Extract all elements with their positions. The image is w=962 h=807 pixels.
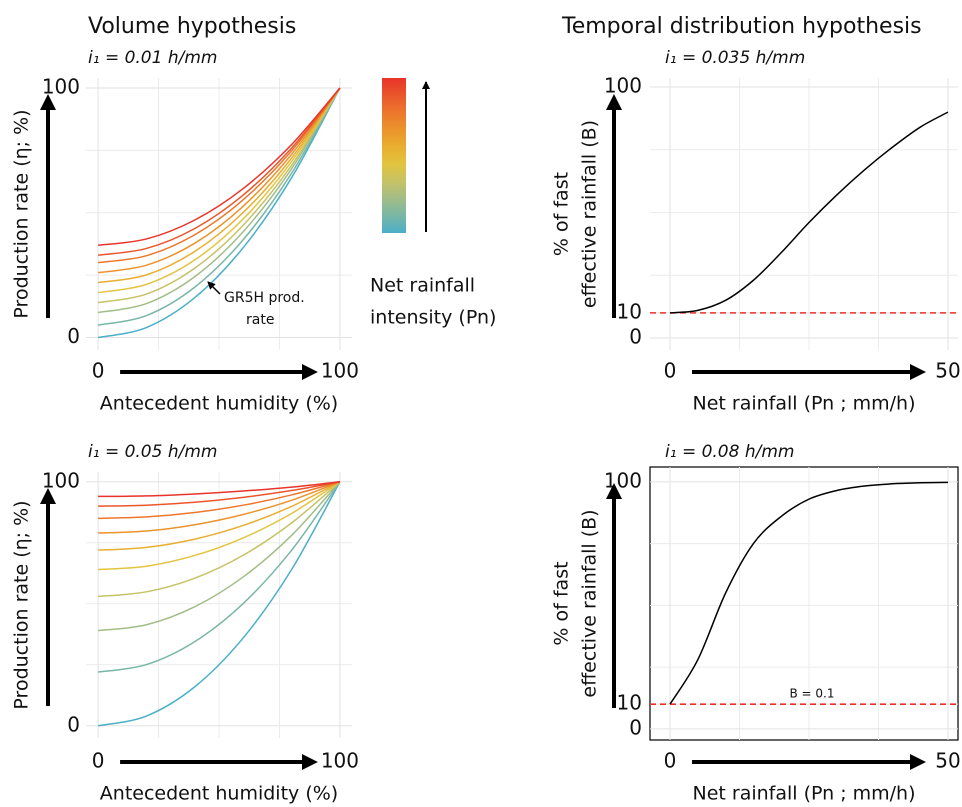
y-tick-label: 100 — [604, 468, 642, 492]
data-line — [97, 87, 341, 294]
y-axis-label: Production rate (η; %) — [11, 500, 33, 709]
y-axis-label: Production rate (η; %) — [11, 109, 33, 318]
y-tick-label: 100 — [42, 468, 80, 492]
x-tick-label: 0 — [92, 749, 105, 773]
panel-subtitle: i₁ = 0.01 h/mm — [88, 48, 217, 68]
y-tick-label: 0 — [629, 715, 642, 739]
colorbar — [382, 78, 406, 233]
x-axis-label: Antecedent humidity (%) — [100, 393, 338, 415]
data-line — [98, 481, 341, 507]
annotation: rate — [246, 312, 274, 328]
y-tick-label: 0 — [67, 324, 80, 348]
y-axis-label: effective rainfall (B) — [579, 509, 601, 697]
legend-title: Net rainfall — [370, 275, 475, 297]
data-line — [669, 111, 949, 314]
x-tick-label: 50 — [935, 749, 960, 773]
plot-area — [649, 466, 959, 741]
x-tick-label: 0 — [92, 359, 105, 383]
data-line — [97, 87, 341, 326]
data-line — [97, 87, 341, 284]
plot-area — [650, 78, 958, 350]
data-line — [97, 87, 341, 314]
panel-subtitle: i₁ = 0.035 h/mm — [665, 48, 805, 68]
annotation: B = 0.1 — [790, 687, 835, 701]
y-tick-label: 10 — [617, 299, 642, 323]
panel: 0 100 0 100 Volume hypothesis i₁ = 0.01 h/mm P… — [11, 14, 497, 415]
x-axis-label: Net rainfall (Pn ; mm/h) — [692, 393, 915, 415]
data-line — [97, 87, 341, 339]
annotation-arrow — [207, 281, 221, 295]
panel-subtitle: i₁ = 0.05 h/mm — [88, 442, 217, 462]
data-line — [98, 481, 341, 632]
x-tick-label: 50 — [935, 359, 960, 383]
data-line — [97, 87, 341, 264]
x-tick-label: 100 — [321, 359, 359, 383]
legend-title: intensity (Pn) — [370, 307, 496, 329]
data-line — [669, 481, 949, 705]
data-line — [98, 481, 341, 598]
data-line — [97, 87, 341, 256]
y-tick-label: 100 — [42, 74, 80, 98]
y-axis-label: % of fast — [551, 172, 573, 256]
x-axis-label: Antecedent humidity (%) — [100, 783, 338, 805]
x-tick-label: 0 — [664, 359, 677, 383]
data-line — [98, 481, 340, 498]
data-line — [97, 481, 341, 727]
panel-title: Volume hypothesis — [88, 14, 296, 39]
y-tick-label: 0 — [629, 324, 642, 348]
data-line — [97, 481, 341, 673]
annotation: GR5H prod. — [224, 290, 305, 306]
y-axis-label: % of fast — [551, 561, 573, 645]
data-line — [97, 87, 341, 274]
panel-title: Temporal distribution hypothesis — [561, 14, 922, 39]
data-line — [97, 87, 341, 304]
data-line — [97, 87, 341, 246]
x-tick-label: 0 — [664, 749, 677, 773]
data-line — [98, 481, 341, 520]
y-tick-label: 100 — [604, 74, 642, 98]
data-line — [98, 481, 341, 534]
data-line — [98, 481, 341, 551]
y-tick-label: 0 — [67, 712, 80, 736]
y-tick-label: 10 — [617, 691, 642, 715]
y-axis-label: effective rainfall (B) — [579, 120, 601, 308]
panel: 0 100 0 100 i₁ = 0.05 h/mm Production rate (η… — [11, 442, 360, 805]
x-axis-label: Net rainfall (Pn ; mm/h) — [692, 783, 915, 805]
panel-subtitle: i₁ = 0.08 h/mm — [665, 442, 794, 462]
data-line — [98, 481, 341, 571]
x-tick-label: 100 — [321, 749, 359, 773]
